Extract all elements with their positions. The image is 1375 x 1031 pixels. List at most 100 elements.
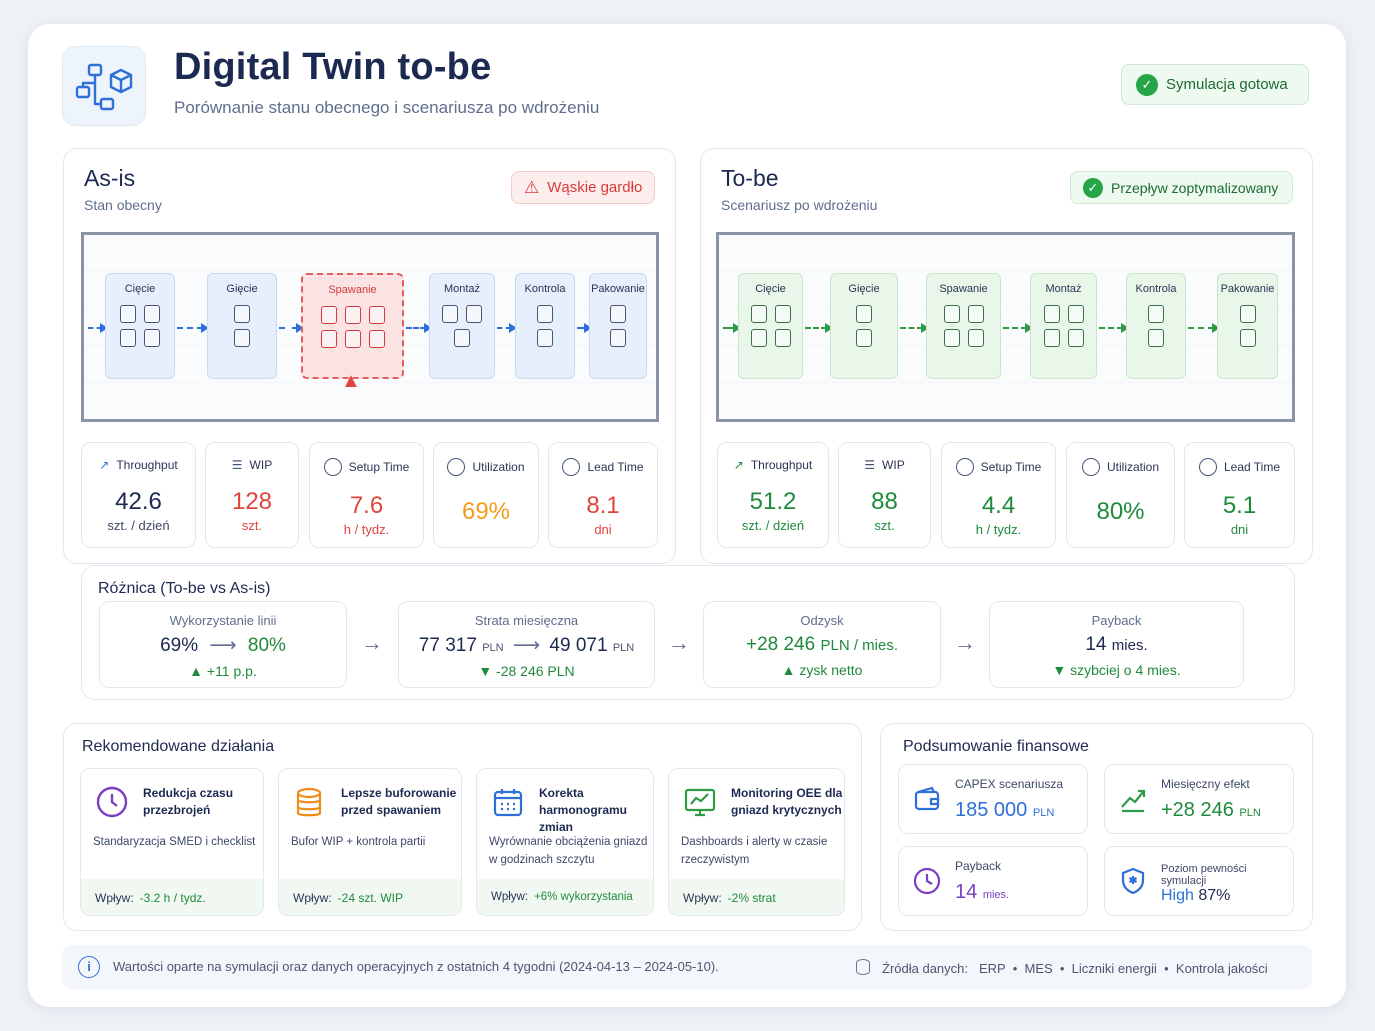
footer-sources: ERP • MES • Liczniki energii • Kontrola …	[979, 961, 1268, 976]
operator-icon	[1043, 305, 1060, 323]
clock-icon	[96, 786, 128, 818]
impact-row: Wpływ: +6% wykorzystania	[477, 879, 653, 915]
operator-icon	[774, 329, 791, 347]
wallet-icon	[914, 786, 940, 811]
flow-arrow	[1099, 323, 1129, 333]
box-icon	[1239, 329, 1256, 347]
kpi-tobe-lead-time: Lead Time 5.1 dni	[1184, 442, 1295, 548]
check-icon: ✓	[1136, 73, 1158, 96]
welder-icon	[943, 305, 960, 323]
kpi-unit: szt. / dzień	[741, 518, 805, 533]
operator-icon	[454, 329, 470, 347]
station-ciecie[interactable]: Cięcie	[738, 273, 803, 379]
impact-row: Wpływ: -3.2 h / tydz.	[81, 879, 263, 915]
machine-icon	[856, 329, 872, 347]
operator-icon	[750, 329, 767, 347]
diff-utilization: Wykorzystanie linii 69% ⟶ 80% ▲ +11 p.p.	[99, 601, 347, 688]
station-pakowanie[interactable]: Pakowanie	[1217, 273, 1278, 379]
page-subtitle: Porównanie stanu obecnego i scenariusza …	[174, 98, 600, 117]
layers-icon: ☰	[864, 458, 876, 472]
kpi-tobe-setup-time: Setup Time 4.4 h / tydz.	[941, 442, 1056, 548]
flow-arrow	[497, 323, 517, 333]
warning-icon: ▲	[341, 370, 361, 392]
clock-icon	[1198, 458, 1217, 476]
kpi-tobe-utilization: Utilization 80%	[1066, 442, 1175, 548]
recommendation-card[interactable]: Redukcja czasu przezbrojeń Standaryzacja…	[80, 768, 264, 916]
warning-icon: ⚠	[524, 177, 540, 197]
box-icon	[610, 329, 626, 347]
flow-arrow	[723, 323, 741, 333]
station-giecie[interactable]: Gięcie	[207, 273, 277, 379]
operator-icon	[466, 305, 482, 323]
finance-monthly-effect: Miesięczny efekt +28 246 PLN	[1104, 764, 1294, 834]
flow-arrow	[406, 323, 432, 333]
kpi-value: 7.6	[349, 492, 384, 519]
asis-subtitle: Stan obecny	[84, 197, 162, 213]
station-montaz[interactable]: Montaż	[1030, 273, 1097, 379]
operator-icon	[344, 330, 361, 348]
welder-icon	[967, 305, 984, 323]
diff-monthly-loss: Strata miesięczna 77 317 PLN ⟶ 49 071 PL…	[398, 601, 655, 688]
clock-icon	[955, 458, 974, 476]
operator-icon	[120, 305, 136, 323]
recommendation-card[interactable]: Lepsze buforowanie przed spawaniem Bufor…	[278, 768, 462, 916]
kpi-unit: dni	[594, 522, 612, 537]
kpi-value: 8.1	[586, 492, 620, 519]
recommendation-card[interactable]: Korekta harmonogramu zmian Wyrównanie ob…	[476, 768, 654, 916]
asis-floor-plan: Cięcie Gięcie Spawanie ▲ Montaż Kontrola…	[81, 232, 659, 422]
machine-icon	[234, 305, 250, 323]
station-kontrola[interactable]: Kontrola	[1126, 273, 1186, 379]
footer-note: Wartości oparte na symulacji oraz danych…	[113, 959, 719, 974]
operator-icon	[1067, 329, 1084, 347]
shield-icon	[1121, 867, 1145, 895]
box-icon	[1239, 305, 1256, 323]
kpi-unit: szt.	[241, 518, 263, 533]
finance-panel	[880, 723, 1313, 931]
operator-icon	[320, 330, 337, 348]
station-giecie[interactable]: Gięcie	[830, 273, 898, 379]
operator-icon	[1043, 329, 1060, 347]
station-ciecie[interactable]: Cięcie	[105, 273, 175, 379]
trend-icon: ↗	[733, 458, 744, 472]
kpi-tobe-throughput: ↗ Throughput 51.2 szt. / dzień	[717, 442, 829, 548]
inspector-icon	[1148, 305, 1164, 323]
station-montaz[interactable]: Montaż	[429, 273, 495, 379]
diff-payback: Payback 14 mies. ▼ szybciej o 4 mies.	[989, 601, 1244, 688]
tobe-subtitle: Scenariusz po wdrożeniu	[721, 197, 878, 213]
difference-title: Różnica (To-be vs As-is)	[98, 580, 271, 597]
kpi-unit: szt. / dzień	[107, 518, 170, 533]
machine-icon	[234, 329, 250, 347]
stack-icon	[296, 787, 322, 817]
operator-icon	[368, 306, 385, 324]
flow-arrow	[88, 323, 108, 333]
finance-payback: Payback 14 mies.	[898, 846, 1088, 916]
database-icon	[856, 959, 870, 975]
kpi-asis-throughput: ↗ Throughput 42.6 szt. / dzień	[81, 442, 196, 548]
kpi-unit: szt.	[874, 518, 895, 533]
finance-title: Podsumowanie finansowe	[903, 738, 1089, 755]
flow-arrow	[900, 323, 929, 333]
station-spawanie-bottleneck[interactable]: Spawanie ▲	[301, 273, 404, 392]
flow-arrow	[177, 323, 209, 333]
inspector-icon	[1148, 329, 1164, 347]
kpi-asis-utilization: Utilization 69%	[433, 442, 539, 548]
welder-icon	[967, 329, 984, 347]
operator-icon	[144, 305, 160, 323]
asis-title: As-is	[84, 165, 136, 191]
box-icon	[610, 305, 626, 323]
station-pakowanie[interactable]: Pakowanie	[589, 273, 647, 379]
recommendation-card[interactable]: Monitoring OEE dla gniazd krytycznych Da…	[668, 768, 845, 916]
info-icon: i	[78, 956, 100, 978]
station-spawanie[interactable]: Spawanie	[926, 273, 1001, 379]
kpi-value: 88	[871, 488, 898, 515]
diff-recovery: Odzysk +28 246 PLN / mies. ▲ zysk netto	[703, 601, 941, 688]
operator-icon	[320, 306, 337, 324]
operator-icon	[774, 305, 791, 323]
kpi-unit: dni	[1230, 522, 1249, 537]
gauge-icon	[447, 458, 466, 476]
arrow-right-icon: ⟶	[209, 635, 237, 656]
clock-icon	[562, 458, 581, 476]
station-kontrola[interactable]: Kontrola	[515, 273, 575, 379]
inspector-icon	[537, 329, 553, 347]
calendar-icon	[493, 789, 523, 817]
